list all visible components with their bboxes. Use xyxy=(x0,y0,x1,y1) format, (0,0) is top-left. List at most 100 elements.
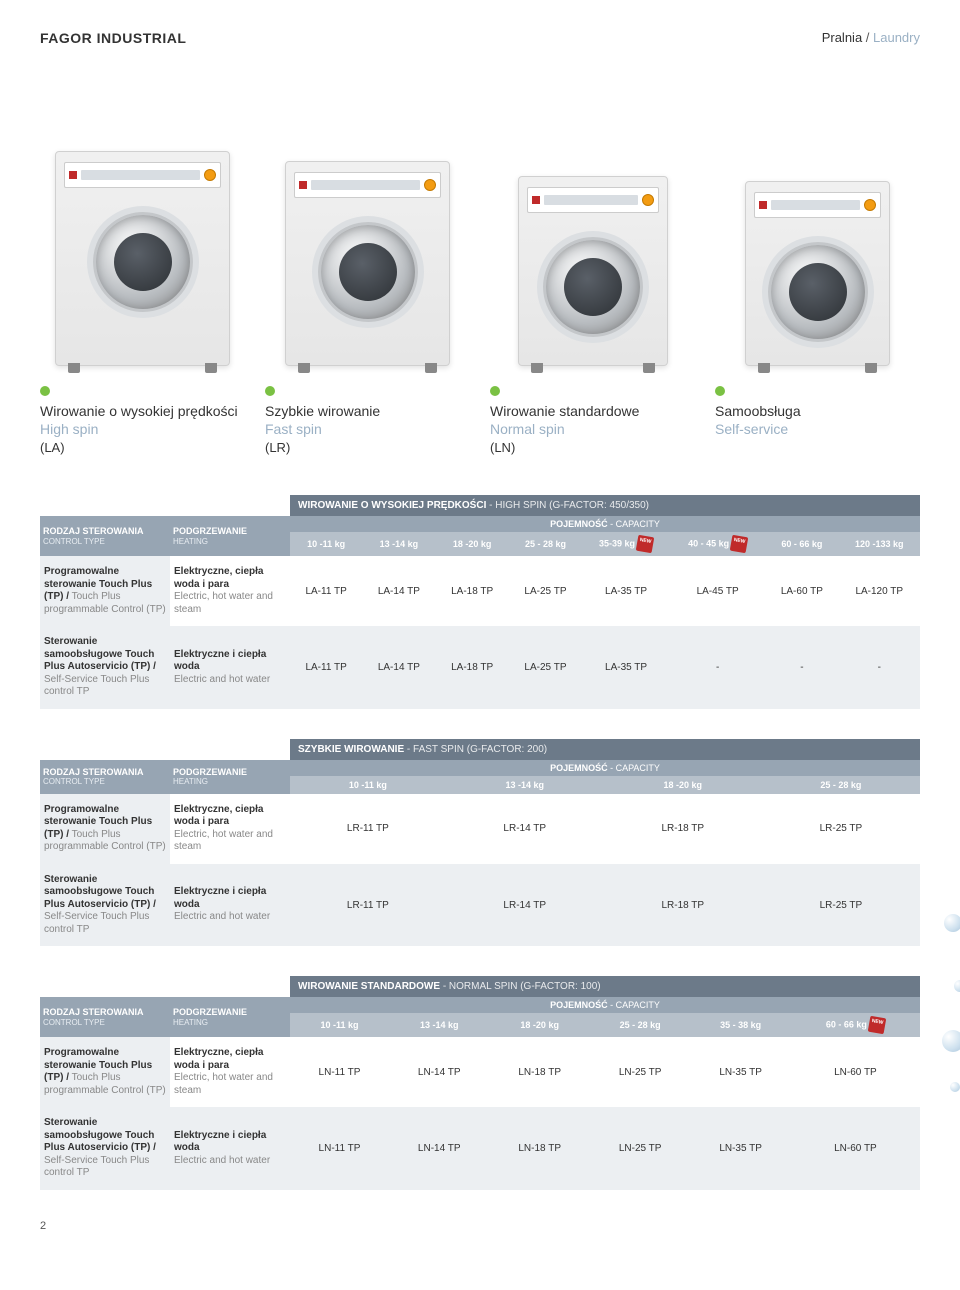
machine-feet xyxy=(298,363,437,373)
machine-control-panel xyxy=(294,172,441,198)
bubble-icon xyxy=(950,1082,960,1092)
category-title-pl: Wirowanie o wysokiej prędkości xyxy=(40,403,238,419)
row-control-label: Programowalne sterowanie Touch Plus (TP)… xyxy=(40,556,170,626)
table-row: Programowalne sterowanie Touch Plus (TP)… xyxy=(40,1037,920,1107)
washing-machine-illustration xyxy=(55,151,230,366)
category-title-en: Self-service xyxy=(715,421,788,437)
category-pl: Pralnia xyxy=(822,30,862,45)
product-category: Samoobsługa Self-service xyxy=(715,106,920,455)
bullet-icon xyxy=(715,386,725,396)
sidehdr-control: RODZAJ STEROWANIACONTROL TYPE xyxy=(40,760,170,794)
sidehdr-heating: PODGRZEWANIEHEATING xyxy=(170,760,290,794)
column-header: 13 -14 kg xyxy=(389,1013,489,1037)
table-cell: LN-14 TP xyxy=(389,1037,489,1107)
table-cell: LR-18 TP xyxy=(604,794,762,864)
catalog-page: FAGOR INDUSTRIAL Pralnia / Laundry Wirow… xyxy=(0,0,960,1252)
display-icon xyxy=(771,200,860,210)
brand-name: FAGOR INDUSTRIAL xyxy=(40,30,186,46)
new-badge-icon xyxy=(730,535,749,554)
table-cell: LA-60 TP xyxy=(765,556,838,626)
table-cell: LA-45 TP xyxy=(670,556,765,626)
category-code: (LA) xyxy=(40,440,65,455)
table-cell: LA-25 TP xyxy=(509,556,582,626)
category-title: Wirowanie standardoweNormal spin xyxy=(490,402,639,438)
page-header: FAGOR INDUSTRIAL Pralnia / Laundry xyxy=(40,30,920,46)
table-cell: LN-35 TP xyxy=(690,1037,790,1107)
new-badge-icon xyxy=(868,1016,887,1035)
category-title-pl: Samoobsługa xyxy=(715,403,801,419)
machine-feet xyxy=(68,363,217,373)
capacity-label: POJEMNOŚĆ - CAPACITY xyxy=(290,760,920,776)
new-badge-icon xyxy=(636,535,655,554)
table-cell: - xyxy=(670,626,765,709)
column-header: 35-39 kg xyxy=(582,532,670,556)
column-header: 40 - 45 kg xyxy=(670,532,765,556)
row-control-label: Programowalne sterowanie Touch Plus (TP)… xyxy=(40,1037,170,1107)
sidehdr-heating: PODGRZEWANIEHEATING xyxy=(170,997,290,1037)
spec-table-wrap: WIROWANIE O WYSOKIEJ PRĘDKOŚCI - HIGH SP… xyxy=(40,495,920,709)
table-cell: LA-11 TP xyxy=(290,556,362,626)
table-title: WIROWANIE O WYSOKIEJ PRĘDKOŚCI - HIGH SP… xyxy=(290,495,920,516)
column-header: 13 -14 kg xyxy=(362,532,435,556)
row-control-label: Sterowanie samoobsługowe Touch Plus Auto… xyxy=(40,864,170,947)
table-cell: LR-25 TP xyxy=(762,864,920,947)
category-title-pl: Szybkie wirowanie xyxy=(265,403,380,419)
bubble-icon xyxy=(944,914,960,932)
table-cell: LA-18 TP xyxy=(436,626,509,709)
table-cell: LR-11 TP xyxy=(290,794,446,864)
category-title: Szybkie wirowanie Fast spin xyxy=(265,402,380,438)
table-row: Sterowanie samoobsługowe Touch Plus Auto… xyxy=(40,1107,920,1190)
table-cell: LR-14 TP xyxy=(446,794,604,864)
table-cell: LA-14 TP xyxy=(362,556,435,626)
column-header: 120 -133 kg xyxy=(839,532,920,556)
washing-machine-illustration xyxy=(518,176,668,366)
column-header: 10 -11 kg xyxy=(290,1013,389,1037)
row-heating-label: Elektryczne i ciepła wodaElectric and ho… xyxy=(170,864,290,947)
row-control-label: Sterowanie samoobsługowe Touch Plus Auto… xyxy=(40,1107,170,1190)
category-title-en: Fast spin xyxy=(265,421,322,437)
column-header: 18 -20 kg xyxy=(604,776,762,794)
product-category: Wirowanie standardoweNormal spin(LN) xyxy=(490,106,695,455)
column-header: 10 -11 kg xyxy=(290,532,362,556)
category-sep: / xyxy=(862,30,873,45)
door-icon xyxy=(543,237,643,337)
bubble-icon xyxy=(954,980,960,992)
machine-image xyxy=(40,106,245,366)
table-cell: LA-120 TP xyxy=(839,556,920,626)
power-button-icon xyxy=(424,179,436,191)
bullet-icon xyxy=(265,386,275,396)
bullet-icon xyxy=(490,386,500,396)
capacity-label: POJEMNOŚĆ - CAPACITY xyxy=(290,516,920,532)
category-en: Laundry xyxy=(873,30,920,45)
row-heating-label: Elektryczne i ciepła wodaElectric and ho… xyxy=(170,626,290,709)
power-button-icon xyxy=(204,169,216,181)
table-cell: LR-11 TP xyxy=(290,864,446,947)
table-cell: - xyxy=(839,626,920,709)
spec-table: WIROWANIE STANDARDOWE - NORMAL SPIN (G-F… xyxy=(40,976,920,1190)
table-cell: LA-14 TP xyxy=(362,626,435,709)
column-header: 25 - 28 kg xyxy=(590,1013,690,1037)
page-number: 2 xyxy=(40,1220,920,1232)
machine-feet xyxy=(758,363,877,373)
power-button-icon xyxy=(864,199,876,211)
table-cell: LN-60 TP xyxy=(791,1107,920,1190)
table-cell: LN-25 TP xyxy=(590,1037,690,1107)
table-row: Sterowanie samoobsługowe Touch Plus Auto… xyxy=(40,626,920,709)
machine-control-panel xyxy=(527,187,659,213)
bubble-icon xyxy=(942,1030,960,1052)
sidehdr-control: RODZAJ STEROWANIACONTROL TYPE xyxy=(40,516,170,556)
washing-machine-illustration xyxy=(285,161,450,366)
product-category: Szybkie wirowanieFast spin(LR) xyxy=(265,106,470,455)
capacity-label: POJEMNOŚĆ - CAPACITY xyxy=(290,997,920,1013)
row-heating-label: Elektryczne, ciepła woda i paraElectric,… xyxy=(170,1037,290,1107)
brand-badge-icon xyxy=(69,171,77,179)
column-header: 10 -11 kg xyxy=(290,776,446,794)
table-cell: LA-25 TP xyxy=(509,626,582,709)
column-header: 35 - 38 kg xyxy=(690,1013,790,1037)
sidehdr-heating: PODGRZEWANIEHEATING xyxy=(170,516,290,556)
machine-image xyxy=(265,106,470,366)
bullet-icon xyxy=(40,386,50,396)
row-heating-label: Elektryczne, ciepła woda i paraElectric,… xyxy=(170,794,290,864)
category-title: Wirowanie o wysokiej prędkościHigh spin xyxy=(40,402,238,438)
column-header: 25 - 28 kg xyxy=(762,776,920,794)
